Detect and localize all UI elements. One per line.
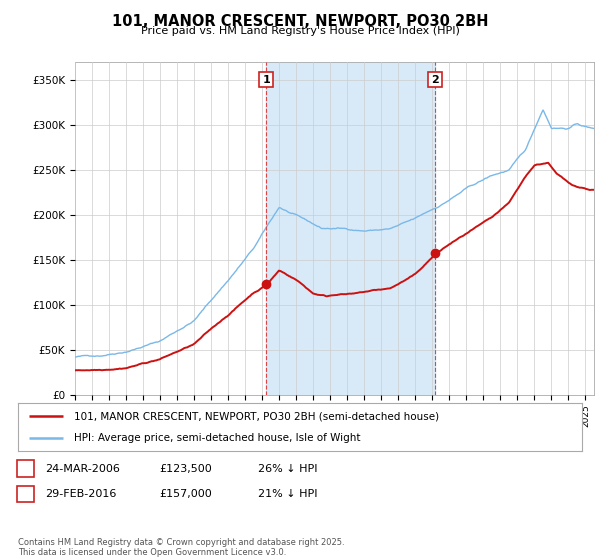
Text: 101, MANOR CRESCENT, NEWPORT, PO30 2BH (semi-detached house): 101, MANOR CRESCENT, NEWPORT, PO30 2BH (…	[74, 411, 440, 421]
Text: £157,000: £157,000	[159, 489, 212, 499]
Text: £123,500: £123,500	[159, 464, 212, 474]
Text: 26% ↓ HPI: 26% ↓ HPI	[258, 464, 317, 474]
Text: 2: 2	[431, 74, 439, 85]
Text: HPI: Average price, semi-detached house, Isle of Wight: HPI: Average price, semi-detached house,…	[74, 433, 361, 443]
Text: 24-MAR-2006: 24-MAR-2006	[45, 464, 120, 474]
Text: Contains HM Land Registry data © Crown copyright and database right 2025.
This d: Contains HM Land Registry data © Crown c…	[18, 538, 344, 557]
Text: 29-FEB-2016: 29-FEB-2016	[45, 489, 116, 499]
Text: 1: 1	[22, 464, 29, 474]
Text: 101, MANOR CRESCENT, NEWPORT, PO30 2BH: 101, MANOR CRESCENT, NEWPORT, PO30 2BH	[112, 14, 488, 29]
Text: 21% ↓ HPI: 21% ↓ HPI	[258, 489, 317, 499]
Text: 2: 2	[22, 489, 29, 499]
Bar	[266, 62, 435, 395]
Text: Price paid vs. HM Land Registry's House Price Index (HPI): Price paid vs. HM Land Registry's House …	[140, 26, 460, 36]
Text: 1: 1	[262, 74, 270, 85]
